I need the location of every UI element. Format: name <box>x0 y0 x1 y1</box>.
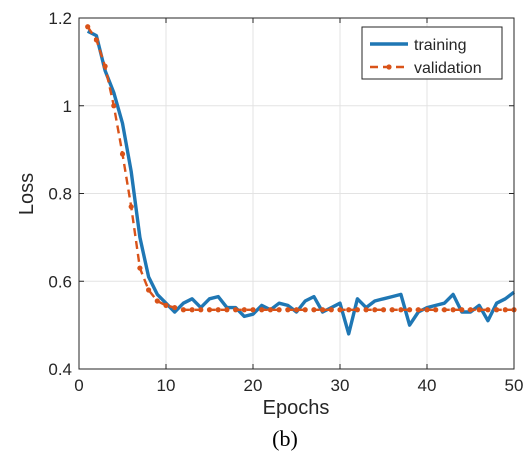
series-validation-point <box>250 307 256 313</box>
y-tick-label: 0.6 <box>48 272 72 291</box>
series-validation-point <box>363 307 369 313</box>
series-validation-point <box>415 307 421 313</box>
legend-validation-marker <box>386 64 392 70</box>
series-validation-point <box>93 37 99 43</box>
series-validation-point <box>267 307 273 313</box>
x-tick-label: 40 <box>418 376 437 395</box>
series-validation-point <box>111 103 117 109</box>
series-validation-point <box>433 307 439 313</box>
x-tick-label: 50 <box>505 376 524 395</box>
series-validation-point <box>215 307 221 313</box>
x-axis-label: Epochs <box>263 397 330 419</box>
series-validation-point <box>259 307 265 313</box>
series-validation-point <box>233 307 239 313</box>
y-axis-label: Loss <box>16 173 38 215</box>
series-validation-point <box>102 63 108 69</box>
series-validation-point <box>328 307 334 313</box>
series-validation-point <box>407 307 413 313</box>
series-training-line <box>86 29 516 336</box>
series-validation-point <box>137 265 143 271</box>
series-validation-point <box>189 307 195 313</box>
legend-box <box>361 26 503 80</box>
legend-validation-label: validation <box>414 60 482 77</box>
series-validation-point <box>241 307 247 313</box>
series-validation-point <box>276 307 282 313</box>
series-validation-point <box>85 24 91 30</box>
y-tick-label: 1.2 <box>48 9 72 28</box>
series-validation-point <box>198 307 204 313</box>
series-validation-point <box>154 298 160 304</box>
series-validation-point <box>467 307 474 313</box>
legend-training-label: training <box>414 37 466 54</box>
series-validation-point <box>285 307 291 313</box>
tick-labels: 0 10 20 30 40 50 0.4 0.6 0.8 1 1.2 <box>48 9 523 395</box>
series-validation-point <box>163 302 169 308</box>
series-validation-point <box>346 307 352 313</box>
y-tick-label: 0.8 <box>48 185 72 204</box>
series-validation-point <box>119 151 126 157</box>
series-validation-point <box>389 307 395 313</box>
series-validation-point <box>354 307 360 313</box>
series-validation-point <box>424 307 430 313</box>
series-validation-point <box>206 307 213 313</box>
series-validation-point <box>485 307 491 313</box>
x-tick-label: 0 <box>74 376 83 395</box>
series-validation-point <box>320 307 326 313</box>
series-validation-point <box>450 307 456 313</box>
series-lines <box>85 24 517 336</box>
series-validation-point <box>293 307 300 313</box>
legend: training validation <box>361 26 503 80</box>
series-validation-point <box>441 307 447 313</box>
x-tick-label: 20 <box>244 376 263 395</box>
series-validation-point <box>494 307 500 313</box>
series-validation-point <box>128 204 134 210</box>
y-tick-label: 1 <box>63 97 72 116</box>
x-tick-label: 30 <box>331 376 350 395</box>
series-validation-point <box>380 307 387 313</box>
series-validation-point <box>372 307 378 313</box>
plot-axes <box>78 17 515 370</box>
series-validation-point <box>476 307 482 313</box>
series-validation-point <box>311 307 317 313</box>
x-tick-label: 10 <box>157 376 176 395</box>
series-validation-point <box>502 307 508 313</box>
y-tick-label: 0.4 <box>48 360 72 379</box>
series-validation-point <box>146 287 152 293</box>
series-validation-point <box>398 307 404 313</box>
series-validation-point <box>302 307 308 313</box>
series-validation-point <box>337 307 343 313</box>
figure-caption: (b) <box>272 426 298 451</box>
series-validation-point <box>180 307 186 313</box>
series-validation-point <box>172 304 178 311</box>
series-validation-point <box>224 307 230 313</box>
series-validation-point <box>459 307 465 313</box>
